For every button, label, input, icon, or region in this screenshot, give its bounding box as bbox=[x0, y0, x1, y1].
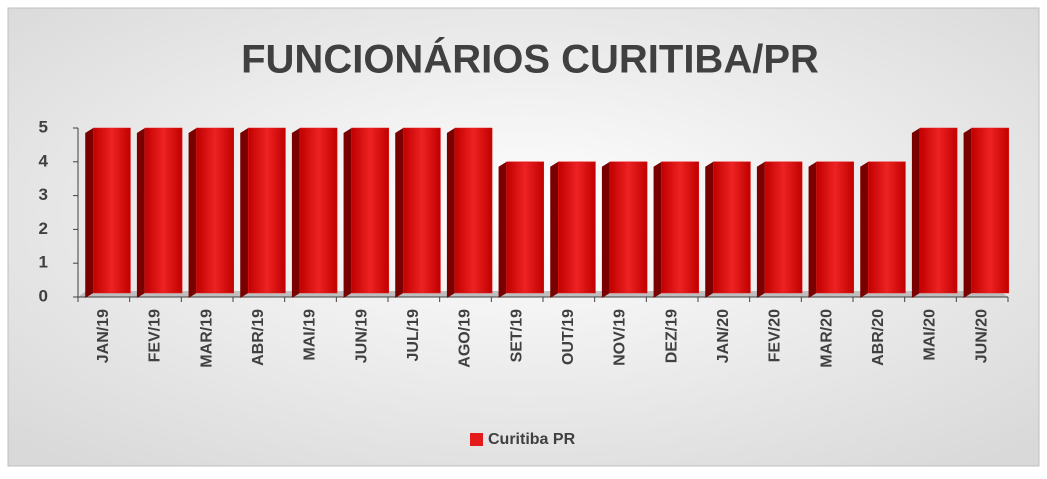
bar-side bbox=[395, 128, 404, 298]
x-tick-label: AGO/19 bbox=[457, 309, 474, 368]
bar-side bbox=[291, 128, 300, 298]
bar-side bbox=[808, 161, 817, 298]
bar-side bbox=[188, 128, 197, 298]
y-tick-label: 5 bbox=[39, 117, 48, 136]
y-tick-label: 1 bbox=[39, 253, 48, 272]
bar bbox=[609, 161, 648, 294]
bar bbox=[144, 127, 183, 294]
bar bbox=[712, 161, 751, 294]
bar-side bbox=[550, 161, 559, 298]
x-tick-label: JUL/19 bbox=[405, 309, 422, 362]
bar bbox=[506, 161, 545, 294]
bar bbox=[971, 127, 1010, 294]
bar bbox=[919, 127, 958, 294]
bar bbox=[816, 161, 855, 294]
x-tick-label: FEV/19 bbox=[147, 309, 164, 362]
bar-side bbox=[705, 161, 714, 298]
y-tick-label: 3 bbox=[39, 185, 48, 204]
x-tick-label: JUN/20 bbox=[973, 309, 990, 363]
chart-title: FUNCIONÁRIOS CURITIBA/PR bbox=[241, 37, 819, 82]
x-tick-label: SET/19 bbox=[508, 309, 525, 362]
x-tick-label: ABR/20 bbox=[870, 309, 887, 366]
bar-side bbox=[653, 161, 662, 298]
x-tick-label: MAR/19 bbox=[198, 309, 215, 368]
bar bbox=[299, 127, 338, 294]
x-tick-label: DEZ/19 bbox=[663, 309, 680, 363]
bar bbox=[661, 161, 700, 294]
bar-side bbox=[240, 128, 249, 298]
bar-side bbox=[601, 161, 610, 298]
bar bbox=[557, 161, 596, 294]
bar-side bbox=[343, 128, 352, 298]
x-tick-label: OUT/19 bbox=[560, 309, 577, 365]
bar-side bbox=[136, 128, 145, 298]
bar-side bbox=[963, 128, 972, 298]
x-tick-label: FEV/20 bbox=[767, 309, 784, 362]
bar bbox=[454, 127, 493, 294]
bar bbox=[402, 127, 441, 294]
bar bbox=[764, 161, 803, 294]
legend-swatch bbox=[470, 433, 483, 446]
y-tick-label: 0 bbox=[39, 286, 48, 305]
x-tick-label: MAI/19 bbox=[302, 309, 319, 361]
x-tick-label: ABR/19 bbox=[250, 309, 267, 366]
bar bbox=[196, 127, 235, 294]
x-tick-label: NOV/19 bbox=[612, 309, 629, 366]
x-tick-label: JAN/19 bbox=[95, 309, 112, 363]
bar-side bbox=[446, 128, 455, 298]
bar-side bbox=[911, 128, 920, 298]
bar bbox=[92, 127, 131, 294]
bar-side bbox=[85, 128, 94, 298]
x-tick-label: MAR/20 bbox=[818, 309, 835, 368]
x-tick-label: MAI/20 bbox=[922, 309, 939, 361]
bar-side bbox=[860, 161, 869, 298]
y-tick-label: 2 bbox=[39, 219, 48, 238]
bar bbox=[867, 161, 906, 294]
x-tick-label: JUN/19 bbox=[353, 309, 370, 363]
bar-side bbox=[498, 161, 507, 298]
bar-side bbox=[756, 161, 765, 298]
bar bbox=[247, 127, 286, 294]
y-tick-label: 4 bbox=[39, 151, 49, 170]
bar bbox=[351, 127, 390, 294]
x-tick-label: JAN/20 bbox=[715, 309, 732, 363]
legend-label: Curitiba PR bbox=[488, 431, 576, 448]
